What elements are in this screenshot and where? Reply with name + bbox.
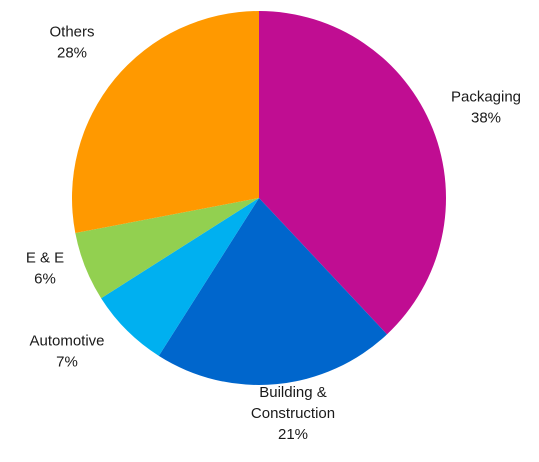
pie-label-value: 6%: [34, 270, 56, 287]
pie-label-value: 21%: [278, 426, 308, 443]
pie-label-category: Others: [49, 23, 94, 40]
pie-label-building-and-construction: Building & Construction 21%: [251, 384, 335, 443]
pie-slice-e-and-e: [75, 198, 259, 299]
pie-label-value: 38%: [471, 109, 501, 126]
pie-label-category: Packaging: [451, 88, 521, 105]
pie-labels: Packaging 38% Building & Construction 21% Aut…: [26, 23, 521, 443]
pie-label-value: 28%: [57, 44, 87, 61]
pie-label-category: Building &: [259, 384, 327, 401]
pie-label-packaging: Packaging 38%: [451, 88, 521, 126]
pie-label-value: 7%: [56, 353, 78, 370]
pie-label-automotive: Automotive 7%: [29, 332, 104, 370]
pie-slice-others: [71, 11, 260, 234]
pie-label-category: E & E: [26, 249, 64, 266]
pie-label-e-and-e: E & E 6%: [26, 249, 64, 287]
pie-label-category: Construction: [251, 405, 335, 422]
pie-label-category: Automotive: [29, 332, 104, 349]
pie-slice-automotive: [101, 198, 259, 356]
pie-slices: [71, 11, 447, 386]
pie-label-others: Others 28%: [49, 23, 94, 61]
pie-slice-packaging: [259, 11, 447, 335]
pie-slice-building-and-construction: [158, 198, 388, 386]
